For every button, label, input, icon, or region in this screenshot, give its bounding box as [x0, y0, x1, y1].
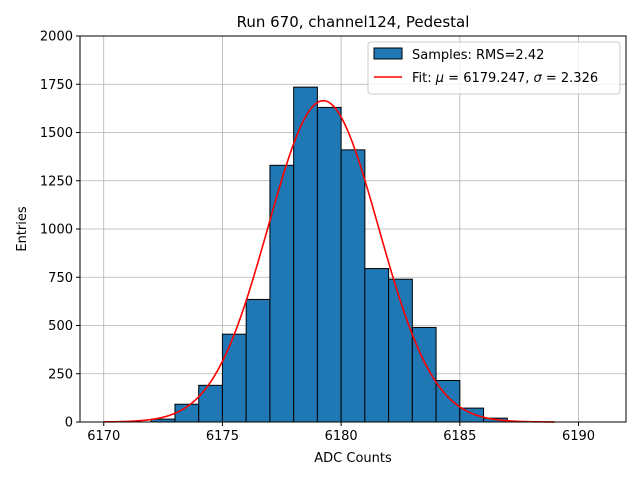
histogram-bar	[293, 86, 318, 423]
y-tick-label: 1250	[40, 174, 73, 189]
histogram-bar	[364, 268, 390, 423]
fit-curve-group	[103, 99, 555, 423]
y-tick-label: 750	[48, 271, 73, 286]
y-tick-label: 1000	[40, 223, 73, 238]
x-tick-label: 6185	[443, 429, 476, 444]
x-tick-label: 6190	[562, 429, 595, 444]
histogram-bars	[150, 86, 508, 423]
y-tick-label: 500	[48, 319, 73, 334]
histogram-bar	[340, 149, 366, 423]
x-tick-label: 6175	[206, 429, 239, 444]
x-tick-label: 6180	[325, 429, 358, 444]
legend-fit-label: Fit: μ = 6179.247, σ = 2.326	[412, 71, 598, 86]
fit-curve	[103, 99, 555, 423]
y-tick-label: 0	[65, 416, 73, 431]
legend: Samples: RMS=2.42 Fit: μ = 6179.247, σ =…	[367, 41, 621, 95]
legend-samples-label: Samples: RMS=2.42	[412, 48, 544, 63]
histogram-bar	[198, 384, 223, 423]
y-tick-label: 250	[48, 367, 73, 382]
histogram-bar	[245, 298, 271, 423]
y-tick-label: 1500	[40, 126, 73, 141]
y-tick-label: 2000	[40, 30, 73, 45]
histogram-bar	[316, 106, 342, 423]
histogram-bar	[459, 407, 485, 423]
y-tick-label: 1750	[40, 78, 73, 93]
legend-box	[367, 41, 621, 95]
chart-title: Run 670, channel124, Pedestal	[237, 13, 470, 31]
x-axis-label: ADC Counts	[314, 451, 392, 466]
legend-samples-swatch	[373, 47, 403, 60]
x-tick-label: 6170	[87, 429, 120, 444]
histogram-bar	[269, 164, 295, 423]
histogram-bar	[221, 333, 247, 423]
y-axis-label: Entries	[15, 206, 30, 252]
axis-ticks: 6170 6175 6180 6185 6190 0 250 500 750 1000 1250 15…	[40, 30, 595, 445]
